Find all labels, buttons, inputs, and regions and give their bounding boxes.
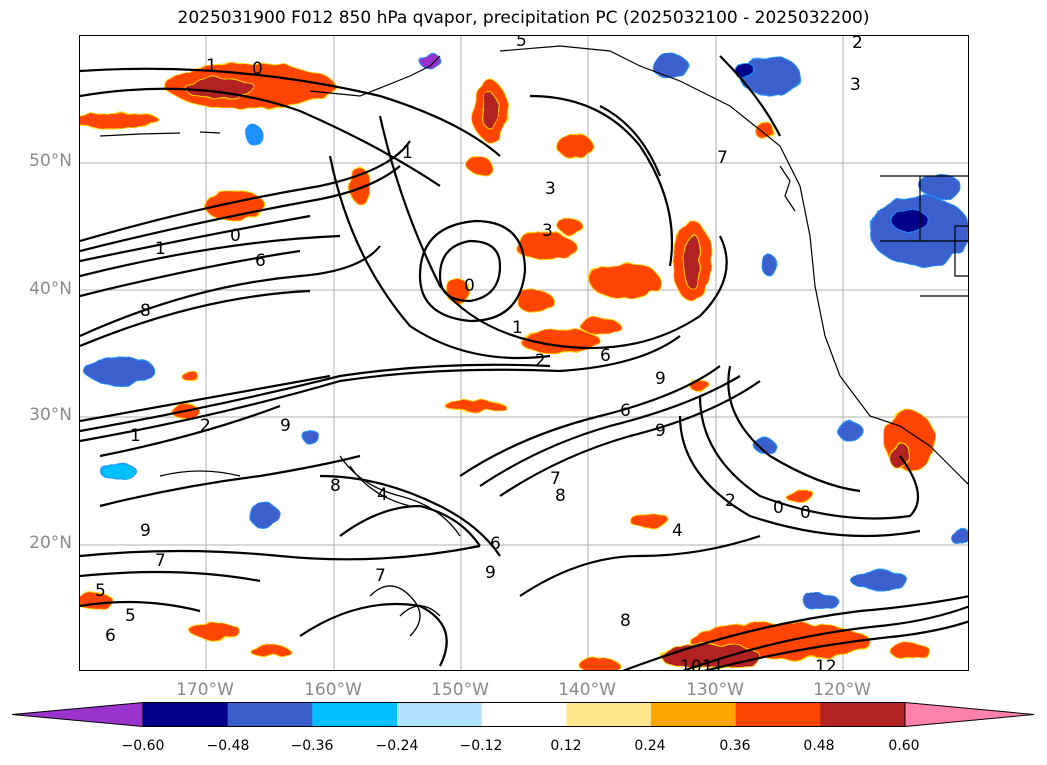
contour-label: 1 (402, 143, 413, 163)
colorbar-segment (735, 702, 821, 727)
lat-label-20n: 20°N (29, 533, 72, 553)
colorbar-segment (820, 702, 906, 727)
contour-label: 3 (545, 179, 556, 199)
contour-label: 6 (255, 251, 266, 271)
colorbar-extend-low (12, 702, 143, 727)
contour-label: 3 (542, 221, 553, 241)
contour-label: 12 (815, 657, 837, 671)
map-canvas: 1 0 5 2 3 1 7 3 3 0 1 6 8 1 2 0 9 6 7 2 … (80, 36, 968, 671)
lon-label-160w: 160°W (304, 680, 362, 700)
lon-label-120w: 120°W (813, 680, 871, 700)
contour-label: 9 (280, 416, 291, 436)
contour-label: 0 (800, 503, 811, 523)
contour-label: 6 (490, 534, 501, 554)
qvapor-contours-thin (159, 455, 461, 637)
contour-label: 10 (680, 657, 702, 671)
colorbar-tick: −0.48 (206, 738, 250, 754)
lon-label-170w: 170°W (176, 680, 234, 700)
map-panel: 1 0 5 2 3 1 7 3 3 0 1 6 8 1 2 0 9 6 7 2 … (79, 35, 969, 671)
colorbar (12, 702, 1035, 727)
contour-label: 2 (725, 491, 736, 511)
colorbar-segment (312, 702, 398, 727)
contour-label: 5 (95, 581, 106, 601)
contour-label: 6 (620, 401, 631, 421)
contour-label: 0 (773, 498, 784, 518)
colorbar-segment (143, 702, 229, 727)
lat-label-50n: 50°N (29, 151, 72, 171)
contour-label: 0 (230, 226, 241, 246)
colorbar-tick: 0.48 (803, 738, 835, 754)
contour-label: 6 (105, 626, 116, 646)
colorbar-tick: 0.60 (888, 738, 920, 754)
colorbar-tick: 0.24 (634, 738, 666, 754)
contour-label: 2 (535, 351, 546, 371)
lat-label-30n: 30°N (29, 405, 72, 425)
lon-label-140w: 140°W (558, 680, 616, 700)
contour-label: 4 (377, 485, 388, 505)
qvapor-contours (80, 55, 968, 670)
contour-label: 9 (140, 521, 151, 541)
lon-label-150w: 150°W (431, 680, 489, 700)
contour-label: 1 (130, 426, 141, 446)
colorbar-tick: −0.12 (459, 738, 503, 754)
colorbar-segment (566, 702, 652, 727)
precip-negative-areas (84, 52, 968, 610)
coastline (99, 45, 968, 485)
colorbar-segment (397, 702, 483, 727)
contour-label: 6 (600, 346, 611, 366)
gridlines (80, 36, 968, 670)
lat-label-40n: 40°N (29, 279, 72, 299)
contour-label: 8 (330, 476, 341, 496)
colorbar-tick: −0.36 (290, 738, 334, 754)
colorbar-segment (651, 702, 737, 727)
contour-label: 9 (655, 369, 666, 389)
contour-labels: 1 0 5 2 3 1 7 3 3 0 1 6 8 1 2 0 9 6 7 2 … (95, 36, 863, 671)
contour-label: 5 (125, 606, 136, 626)
colorbar-tick: 0.36 (719, 738, 751, 754)
contour-label: 1 (206, 56, 217, 76)
contour-label: 0 (464, 276, 475, 296)
contour-label: 1 (512, 318, 523, 338)
map-title: 2025031900 F012 850 hPa qvapor, precipit… (177, 8, 870, 28)
contour-label: 0 (252, 59, 263, 79)
contour-label: 2 (200, 416, 211, 436)
contour-label: 8 (140, 301, 151, 321)
contour-label: 9 (485, 563, 496, 583)
precip-positive-areas (80, 63, 936, 670)
contour-label: 5 (516, 36, 527, 51)
colorbar-tick: 0.12 (550, 738, 582, 754)
lon-label-130w: 130°W (686, 680, 744, 700)
contour-label: 7 (717, 148, 728, 168)
contour-label: 9 (655, 421, 666, 441)
contour-label: 7 (155, 551, 166, 571)
contour-label: 1 (155, 239, 166, 259)
colorbar-tick: −0.24 (375, 738, 419, 754)
colorbar-tick: −0.60 (121, 738, 165, 754)
colorbar-segment (481, 702, 567, 727)
colorbar-extend-high (905, 702, 1034, 727)
contour-label: 7 (375, 566, 386, 586)
colorbar-segment (227, 702, 313, 727)
contour-label: 11 (702, 657, 724, 671)
contour-label: 4 (672, 521, 683, 541)
contour-label: 2 (852, 36, 863, 53)
contour-label: 8 (620, 611, 631, 631)
contour-label: 3 (850, 75, 861, 95)
contour-label: 8 (555, 486, 566, 506)
contour-label: 7 (550, 469, 561, 489)
